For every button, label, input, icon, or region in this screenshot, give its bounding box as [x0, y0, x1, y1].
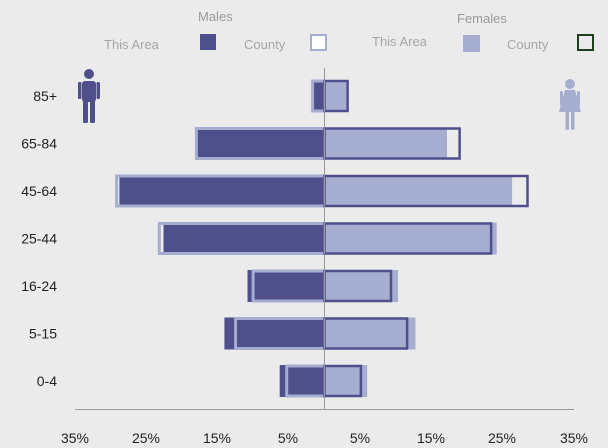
bar-males-this-area-45-64 — [119, 175, 325, 207]
category-label-65-84: 65-84 — [21, 136, 57, 152]
category-label-5-15: 5-15 — [29, 326, 57, 342]
legend-swatch-females-county — [577, 34, 594, 51]
bar-females-this-area-45-64 — [324, 175, 513, 207]
male-person-icon — [78, 69, 100, 123]
category-label-0-4: 0-4 — [37, 373, 57, 389]
legend-swatch-females-this-area — [463, 35, 480, 52]
bar-females-this-area-85+ — [324, 80, 348, 112]
x-tick-label: 35% — [560, 430, 588, 446]
legend-label-females-county: County — [507, 37, 549, 52]
labels-group: 0-4 5-15 16-24 25-44 45-64 65-84 85+ 35% 25% 15% 5… — [21, 88, 588, 446]
legend-label-females-this-area: This Area — [372, 34, 427, 49]
x-tick-label: 5% — [350, 430, 370, 446]
legend-title-males: Males — [198, 9, 233, 24]
legend-swatch-males-this-area — [200, 34, 216, 50]
x-tick-label: 35% — [61, 430, 89, 446]
x-tick-label: 25% — [488, 430, 516, 446]
legend-label-males-county: County — [244, 37, 286, 52]
legend-label-males-this-area: This Area — [104, 37, 159, 52]
x-tick-label: 15% — [417, 430, 445, 446]
female-person-icon — [559, 79, 581, 130]
category-label-85+: 85+ — [33, 88, 57, 104]
x-tick-label: 5% — [278, 430, 298, 446]
bar-males-this-area-16-24 — [247, 270, 325, 302]
category-label-45-64: 45-64 — [21, 183, 57, 199]
bar-males-this-area-65-84 — [195, 127, 325, 160]
x-tick-label: 15% — [203, 430, 231, 446]
axes-group — [75, 68, 574, 410]
bar-males-this-area-85+ — [311, 80, 325, 112]
bar-females-this-area-25-44 — [324, 222, 497, 255]
bars-group — [115, 79, 529, 398]
bar-females-this-area-16-24 — [324, 270, 398, 302]
bar-males-this-area-25-44 — [163, 222, 325, 255]
x-tick-label: 25% — [132, 430, 160, 446]
bar-males-this-area-5-15 — [224, 317, 325, 350]
bar-females-this-area-65-84 — [324, 127, 447, 160]
category-label-16-24: 16-24 — [21, 278, 57, 294]
legend-title-females: Females — [457, 11, 507, 26]
legend-swatch-males-county — [310, 34, 327, 51]
bar-females-this-area-5-15 — [324, 317, 416, 350]
category-label-25-44: 25-44 — [21, 231, 57, 247]
